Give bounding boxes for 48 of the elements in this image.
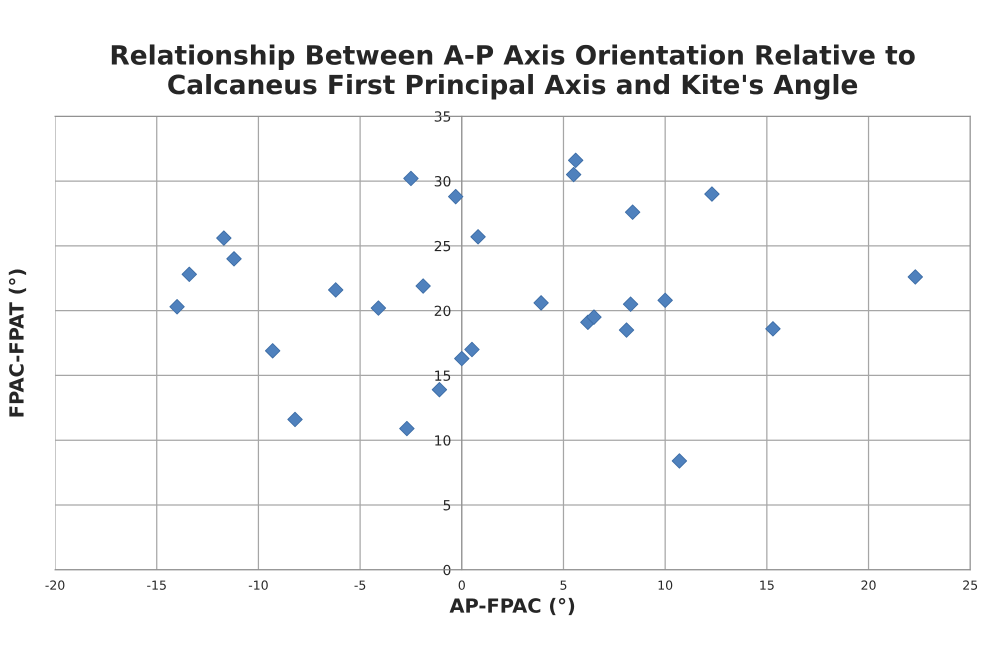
point: [415, 278, 431, 294]
point: [169, 299, 185, 314]
x-tick-label: 10: [658, 580, 672, 590]
point: [182, 266, 197, 282]
point: [464, 342, 480, 358]
point: [622, 296, 638, 312]
x-tick-label: -10: [248, 580, 268, 590]
y-axis-title: FPAC-FPAT (°): [8, 269, 26, 416]
point: [226, 251, 242, 267]
x-tick-label: -15: [147, 580, 166, 590]
point: [586, 309, 602, 325]
point: [399, 420, 415, 436]
x-tick-label: -20: [45, 580, 64, 590]
point: [657, 292, 673, 308]
y-tick-label: 20: [434, 306, 450, 316]
point: [624, 204, 640, 220]
x-tick-label: 25: [963, 580, 978, 590]
x-tick-label: 15: [760, 580, 774, 590]
y-tick-label: 0: [443, 564, 450, 576]
x-tick-label: 0: [458, 580, 465, 590]
y-tick-label: 25: [434, 240, 450, 252]
point: [448, 188, 464, 204]
point: [454, 350, 470, 366]
x-tick-label: 20: [862, 580, 876, 590]
point: [470, 229, 486, 244]
point: [328, 282, 344, 298]
point: [765, 321, 781, 336]
point: [566, 166, 582, 182]
point: [568, 152, 584, 168]
point: [672, 453, 688, 469]
point: [370, 300, 386, 316]
point: [704, 186, 720, 202]
point: [618, 322, 634, 338]
chart-title: Relationship Between A-P Axis Orientation Relative to Calcaneus First Principal Axis and Kite's Angle: [112, 44, 915, 100]
x-tick-label: 5: [560, 580, 566, 590]
y-tick-label: 5: [444, 500, 450, 510]
y-tick-label: 15: [435, 370, 450, 381]
point: [216, 230, 232, 246]
y-tick-label: 30: [434, 176, 450, 187]
point: [264, 343, 280, 359]
point: [533, 295, 549, 311]
point: [287, 412, 303, 428]
y-tick-label: 10: [435, 435, 450, 446]
x-tick-label: -5: [354, 580, 366, 590]
point: [908, 269, 924, 285]
x-axis-title: AP-FPAC (°): [450, 598, 574, 616]
point: [432, 382, 448, 398]
point: [403, 170, 419, 186]
